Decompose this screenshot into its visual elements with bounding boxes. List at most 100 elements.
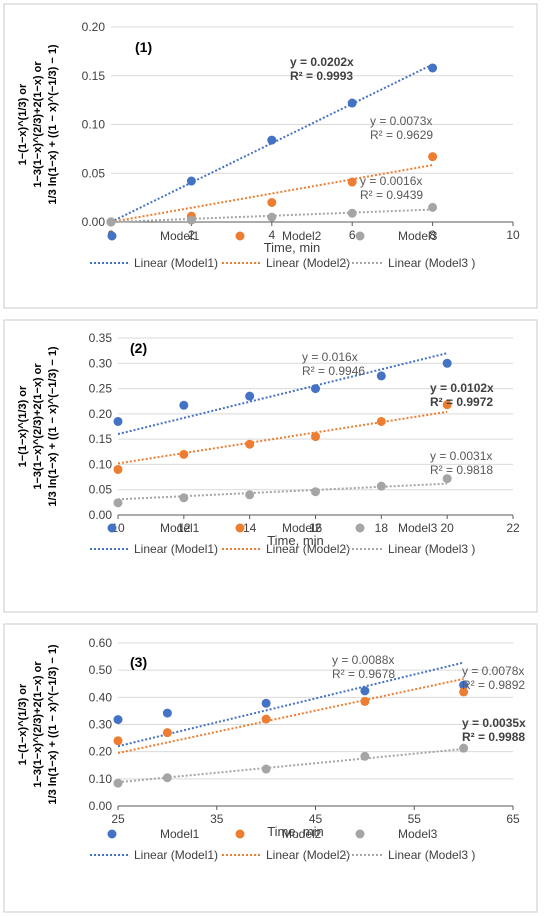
trendline-model2 bbox=[117, 677, 464, 755]
x-tick-label: 18 bbox=[375, 521, 389, 535]
x-tick-label: 20 bbox=[440, 521, 454, 535]
panel-label: (3) bbox=[130, 654, 147, 670]
y-tick-label: 0.30 bbox=[89, 356, 113, 370]
y-tick-label: 0.60 bbox=[89, 636, 113, 650]
y-axis-label: 1−3(1−x)^(2/3)+2(1−x) or bbox=[32, 661, 44, 788]
data-point-model2 bbox=[267, 198, 277, 207]
y-tick-label: 0.05 bbox=[89, 483, 113, 497]
data-point-model2 bbox=[179, 449, 189, 459]
data-point-model1 bbox=[186, 176, 196, 186]
data-point-model3 bbox=[360, 751, 370, 761]
legend-entry-model2: Model2 bbox=[282, 521, 322, 535]
legend-entry-model3: Model3 bbox=[398, 521, 438, 535]
x-tick-label: 12 bbox=[177, 521, 191, 535]
trend-equation-model2: y = 0.0073x bbox=[370, 114, 432, 128]
data-point-model2 bbox=[261, 714, 271, 724]
y-tick-label: 0.15 bbox=[82, 69, 106, 83]
legend-entry-model1: Model1 bbox=[160, 827, 200, 841]
data-point-model2 bbox=[428, 152, 438, 162]
data-point-model2 bbox=[162, 728, 172, 738]
legend-fit-entry-model1: Linear (Model1) bbox=[134, 542, 218, 556]
x-tick-label: 22 bbox=[506, 521, 520, 535]
legend-marker-model2 bbox=[235, 523, 245, 533]
data-point-model3 bbox=[459, 743, 469, 753]
legend-entry-model3: Model3 bbox=[398, 827, 438, 841]
x-tick-label: 4 bbox=[268, 228, 275, 242]
trend-r2-model2: R² = 0.9972 bbox=[430, 395, 493, 409]
data-point-model1 bbox=[261, 698, 271, 708]
y-axis-label: 1−(1−x)^(1/3) or bbox=[17, 83, 29, 165]
x-tick-label: 65 bbox=[506, 812, 520, 826]
data-point-model1 bbox=[459, 680, 469, 690]
x-tick-label: 10 bbox=[506, 228, 520, 242]
trendline-model2 bbox=[110, 164, 433, 223]
y-tick-label: 0.35 bbox=[89, 331, 113, 345]
legend-fit-entry-model2: Linear (Model2) bbox=[266, 256, 350, 270]
x-tick-label: 14 bbox=[243, 521, 257, 535]
data-point-model3 bbox=[179, 493, 189, 503]
trend-r2-model1: R² = 0.9993 bbox=[290, 69, 353, 83]
legend-marker-model3 bbox=[355, 231, 365, 241]
legend-marker-model3 bbox=[355, 829, 365, 839]
legend-fit-entry-model2: Linear (Model2) bbox=[266, 848, 350, 862]
trend-equation-model1: y = 0.0202x bbox=[290, 55, 354, 69]
trend-equation-model2: y = 0.0102x bbox=[430, 381, 494, 395]
data-point-model1 bbox=[428, 63, 438, 73]
data-point-model3 bbox=[162, 773, 172, 783]
data-point-model1 bbox=[360, 686, 370, 696]
data-point-model1 bbox=[113, 715, 123, 725]
chart-frame bbox=[3, 319, 538, 613]
trend-r2-model2: R² = 0.9892 bbox=[462, 678, 525, 692]
data-point-model1 bbox=[113, 416, 123, 426]
legend-marker-model1 bbox=[107, 231, 117, 241]
legend-entry-model2: Model2 bbox=[282, 827, 322, 841]
trend-r2-model1: R² = 0.9946 bbox=[302, 364, 365, 378]
y-axis-label: 1/3 ln(1−x) + ((1 − x)^(−1/3) − 1) bbox=[47, 644, 59, 805]
trend-equation-model3: y = 0.0035x bbox=[462, 716, 526, 730]
trend-equation-model1: y = 0.0088x bbox=[332, 653, 394, 667]
y-tick-label: 0.10 bbox=[89, 457, 113, 471]
data-point-model1 bbox=[245, 391, 255, 401]
y-tick-label: 0.10 bbox=[89, 772, 113, 786]
data-point-model1 bbox=[311, 384, 320, 394]
legend-fit-entry-model3: Linear (Model3 ) bbox=[388, 848, 475, 862]
data-point-model3 bbox=[347, 208, 357, 218]
y-tick-label: 0.50 bbox=[89, 663, 113, 677]
legend-fit-entry-model1: Linear (Model1) bbox=[134, 848, 218, 862]
x-tick-label: 6 bbox=[349, 228, 356, 242]
data-point-model3 bbox=[245, 490, 255, 500]
y-axis-label: 1−(1−x)^(1/3) or bbox=[17, 683, 29, 765]
chart-panel-3: 0.00 0.10 0.20 0.30 0.40 0.50 0.60 25 35 45 55 65 Ti… bbox=[3, 623, 538, 913]
trend-equation-model3: y = 0.0031x bbox=[430, 449, 492, 463]
data-point-model3 bbox=[428, 202, 438, 212]
data-point-model2 bbox=[113, 464, 123, 474]
data-point-model2 bbox=[311, 432, 320, 442]
y-tick-label: 0.10 bbox=[82, 118, 106, 132]
legend-marker-model1 bbox=[107, 523, 117, 533]
y-axis-label: 1−(1−x)^(1/3) or bbox=[17, 385, 29, 467]
legend-marker-model2 bbox=[235, 829, 245, 839]
x-tick-label: 45 bbox=[309, 812, 323, 826]
y-tick-label: 0.00 bbox=[89, 799, 113, 813]
data-point-model1 bbox=[162, 708, 172, 718]
x-tick-label: 8 bbox=[429, 228, 436, 242]
data-point-model3 bbox=[267, 212, 277, 222]
legend-entry-model1: Model1 bbox=[160, 229, 200, 243]
x-tick-label: 55 bbox=[408, 812, 422, 826]
x-axis-label: Time, min bbox=[264, 240, 321, 255]
x-tick-label: 35 bbox=[210, 812, 224, 826]
trend-r2-model1: R² = 0.9678 bbox=[332, 667, 395, 681]
data-point-model1 bbox=[347, 98, 357, 108]
trend-r2-model2: R² = 0.9629 bbox=[370, 128, 433, 142]
data-point-model2 bbox=[245, 439, 255, 449]
data-point-model1 bbox=[179, 400, 189, 410]
data-point-model2 bbox=[347, 177, 357, 187]
data-point-model3 bbox=[442, 474, 452, 484]
y-tick-label: 0.05 bbox=[82, 166, 106, 180]
x-axis-label: Time, min bbox=[267, 533, 324, 548]
legend-fit-entry-model2: Linear (Model2) bbox=[266, 542, 350, 556]
legend-marker-model1 bbox=[107, 829, 117, 839]
chart-panel-1: 0.000.050.100.150.200246810Time, min1−(1… bbox=[3, 3, 538, 309]
